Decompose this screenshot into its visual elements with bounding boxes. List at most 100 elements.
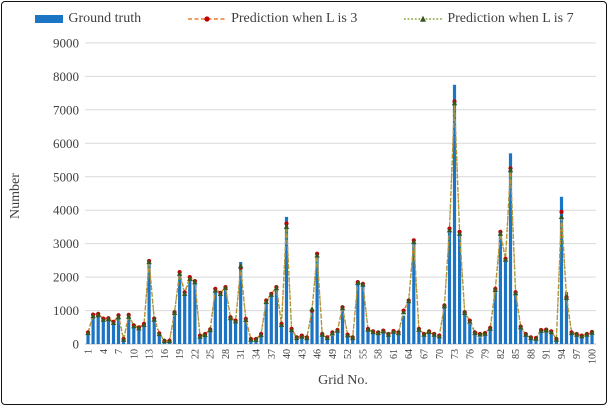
bar [178,272,182,344]
bar [254,340,258,344]
triangle-marker [467,318,473,324]
bar [101,320,105,344]
triangle-marker [141,322,147,327]
bar [514,293,518,344]
triangle-marker [558,214,565,219]
x-tick-label: 97 [572,349,583,359]
triangle-marker [395,330,402,336]
triangle-marker [263,299,269,304]
bar [208,330,212,344]
triangle-marker [166,338,173,344]
triangle-marker [207,327,213,333]
bar [320,335,324,344]
triangle-marker [553,336,560,342]
x-tick-label: 58 [374,349,385,359]
triangle-marker [528,335,534,341]
bar [330,335,334,344]
triangle-marker [380,328,386,334]
x-tick-label: 46 [313,349,324,359]
triangle-marker [105,316,112,322]
bar [554,340,558,344]
x-tick-label: 31 [236,349,247,359]
bar [366,330,370,344]
triangle-marker [273,285,280,291]
x-tick-label: 67 [420,349,431,359]
bar [132,327,136,344]
triangle-marker [324,335,330,341]
bar [300,337,304,344]
bar [371,332,375,344]
legend-label: Prediction when L is 7 [447,11,574,26]
bar [539,332,543,344]
triangle-marker [110,320,117,325]
y-tick-label: 7000 [53,102,79,117]
triangle-marker [563,294,570,300]
triangle-marker [131,323,137,329]
bar [493,290,497,344]
x-tick-label: 49 [328,349,339,359]
dashed-line-circle-swatch-icon [188,16,227,22]
triangle-marker [238,263,244,269]
circle-marker [559,209,564,214]
bar [529,339,533,344]
bar [386,335,390,344]
triangle-marker [120,336,127,342]
x-tick-label: 1 [84,349,95,354]
x-tick-label: 25 [206,349,217,359]
bar [259,335,263,344]
bar [356,282,360,344]
bar [391,332,396,344]
triangle-marker [421,331,427,337]
triangle-marker [146,259,152,265]
triangle-marker [502,256,509,262]
legend-item-prediction-l3: Prediction when L is 3 [187,11,357,27]
bar [172,313,177,344]
triangle-marker [431,331,437,337]
x-tick-label: 40 [282,349,293,359]
x-tick-label: 4 [99,349,110,354]
triangle-marker [518,324,524,330]
bar [310,312,314,344]
bar [407,302,411,344]
x-tick-label: 7 [114,349,125,354]
bar [478,337,482,344]
x-tick-label: 10 [129,349,140,359]
bar [127,317,131,344]
triangle-marker [589,329,595,335]
triangle-marker [548,329,554,335]
bar [290,330,294,344]
bar [564,292,569,344]
bar [549,332,553,344]
triangle-marker [319,331,325,337]
triangle-marker [258,332,264,338]
triangle-marker [507,167,514,173]
triangle-marker [202,332,208,338]
bar [188,278,192,344]
x-tick-label: 73 [450,349,461,359]
triangle-marker [441,303,448,309]
bar [325,339,329,344]
triangle-marker [456,230,463,236]
bar [437,337,441,344]
bar [223,288,228,344]
triangle-marker [538,327,544,333]
y-tick-label: 1000 [53,303,79,318]
bar [295,339,299,344]
triangle-marker [314,252,320,258]
bar [376,334,380,344]
triangle-marker [451,100,458,106]
triangle-marker [543,327,549,333]
triangle-marker [176,270,183,276]
triangle-marker [197,333,203,339]
x-tick-label: 28 [221,349,232,359]
bar [279,325,284,344]
triangle-marker [100,316,106,322]
triangle-marker [385,331,392,337]
triangle-marker [212,287,218,293]
triangle-marker [512,290,519,296]
x-tick-label: 76 [465,349,476,359]
triangle-marker [355,279,361,285]
bar [361,283,365,344]
triangle-marker [288,327,295,333]
